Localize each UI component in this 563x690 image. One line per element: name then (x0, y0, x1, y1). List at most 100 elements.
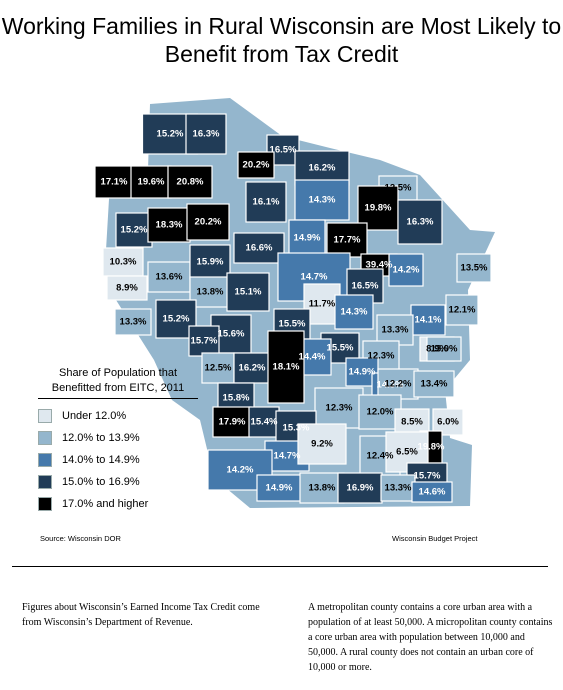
county-shape (226, 272, 270, 312)
county-shape (326, 222, 368, 258)
legend-label: 12.0% to 13.9% (62, 432, 140, 444)
county-value-label: 15.5% (279, 319, 306, 330)
county-shape (233, 232, 285, 264)
county-shape (426, 336, 462, 362)
county-value-label: 15.5% (327, 343, 354, 354)
county-value-label: 14.3% (309, 195, 336, 206)
county-value-label: 20.2% (195, 217, 222, 228)
county-shape (233, 352, 271, 384)
legend-label: Under 12.0% (62, 410, 127, 422)
county-value-label: 14.7% (274, 451, 301, 462)
county-shape (115, 212, 153, 248)
legend-item: 15.0% to 16.9% (38, 471, 198, 493)
county-shape (314, 387, 364, 429)
county-value-label: 15.1% (235, 287, 262, 298)
labels-layer: 15.2% 16.3%16.5%20.2% 16.2%17.1% 19.6% 20.8%… (101, 129, 488, 498)
county-value-label: 16.6% (246, 243, 273, 254)
county-value-label: 13.4% (421, 379, 448, 390)
legend-swatch (38, 497, 52, 511)
county-value-label: 8.9% (426, 344, 448, 355)
county-shape (248, 406, 280, 438)
county-value-label: 15.8% (223, 393, 250, 404)
county-shape (185, 113, 227, 155)
county-value-label: 12.1% (449, 305, 476, 316)
county-value-label: 20.2% (243, 160, 270, 171)
county-shape (297, 423, 347, 465)
footnote-right: A metropolitan county contains a core ur… (308, 602, 553, 673)
county-value-label: 15.7% (414, 471, 441, 482)
county-value-label: 17.7% (334, 235, 361, 246)
county-shape (147, 261, 191, 293)
county-shape (456, 253, 492, 283)
legend-label: 14.0% to 14.9% (62, 454, 140, 466)
county-shape (102, 247, 144, 277)
county-shape (130, 165, 172, 199)
county-value-label: 19.6% (138, 177, 165, 188)
county-value-label: 15.2% (157, 129, 184, 140)
map-title: Working Families in Rural Wisconsin are … (1, 13, 562, 67)
county-shape (212, 406, 252, 438)
footnote-left: Figures about Wisconsin’s Earned Income … (22, 602, 260, 628)
legend-label: 15.0% to 16.9% (62, 476, 140, 488)
county-shape (188, 325, 220, 357)
county-shape (380, 474, 416, 502)
divider (12, 566, 548, 567)
legend-item: 14.0% to 14.9% (38, 449, 198, 471)
wisconsin-county-map: 15.2% 16.3%16.5%20.2% 16.2%17.1% 19.6% 20.8%… (94, 98, 495, 508)
county-value-label: 13.3% (382, 325, 409, 336)
county-value-label: 14.2% (393, 265, 420, 276)
county-shape (411, 481, 453, 503)
county-value-label: 12.4% (367, 451, 394, 462)
county-shape (266, 134, 300, 166)
county-shape (413, 370, 455, 398)
county-value-label: 14.1% (415, 315, 442, 326)
county-shape (388, 253, 424, 287)
legend-title: Share of Population that Benefitted from… (38, 366, 198, 399)
county-shape (334, 294, 374, 330)
county-value-label: 18.3% (156, 220, 183, 231)
county-value-label: 10.3% (110, 257, 137, 268)
county-value-label: 15.3% (283, 423, 310, 434)
county-shape (237, 151, 275, 179)
legend-swatch (38, 453, 52, 467)
legend-swatch (38, 431, 52, 445)
county-value-label: 16.1% (253, 197, 280, 208)
legend-item: 12.0% to 13.9% (38, 427, 198, 449)
county-shape (94, 165, 134, 199)
county-value-label: 15.2% (163, 314, 190, 325)
county-shape (245, 181, 287, 223)
county-value-label: 13.3% (385, 483, 412, 494)
county-value-label: 15.6% (218, 329, 245, 340)
county-value-label: 11.7% (309, 299, 336, 310)
county-value-label: 17.1% (101, 177, 128, 188)
county-value-label: 15.2% (121, 225, 148, 236)
county-value-label: 19.8% (365, 203, 392, 214)
source-note: Source: Wisconsin DOR (40, 534, 121, 543)
counties-layer (94, 98, 495, 508)
county-value-label: 16.3% (407, 217, 434, 228)
county-value-label: 16.2% (239, 363, 266, 374)
county-value-label: 18.1% (273, 362, 300, 373)
county-value-label: 15.4% (251, 417, 278, 428)
county-shape (299, 472, 345, 504)
county-value-label: 39.4% (366, 260, 393, 271)
county-value-label: 6.0% (437, 417, 459, 428)
county-shape (106, 275, 148, 301)
county-value-label: 14.9% (294, 233, 321, 244)
county-value-label: 19.8% (418, 442, 445, 453)
county-value-label: 16.5% (270, 145, 297, 156)
county-shape (394, 408, 430, 436)
legend-item: 17.0% and higher (38, 493, 198, 515)
county-value-label: 12.3% (326, 403, 353, 414)
county-value-label: 14.2% (227, 465, 254, 476)
legend: Share of Population that Benefitted from… (38, 366, 198, 515)
county-shape (288, 219, 326, 257)
county-value-label: 16.5% (352, 281, 379, 292)
county-value-label: 16.3% (193, 129, 220, 140)
county-value-label: 9.2% (311, 439, 333, 450)
county-shape (114, 308, 152, 336)
county-value-label: 15.9% (197, 257, 224, 268)
county-shape (267, 330, 305, 404)
county-value-label: 14.7% (301, 272, 328, 283)
county-value-label: 14.9% (349, 367, 376, 378)
